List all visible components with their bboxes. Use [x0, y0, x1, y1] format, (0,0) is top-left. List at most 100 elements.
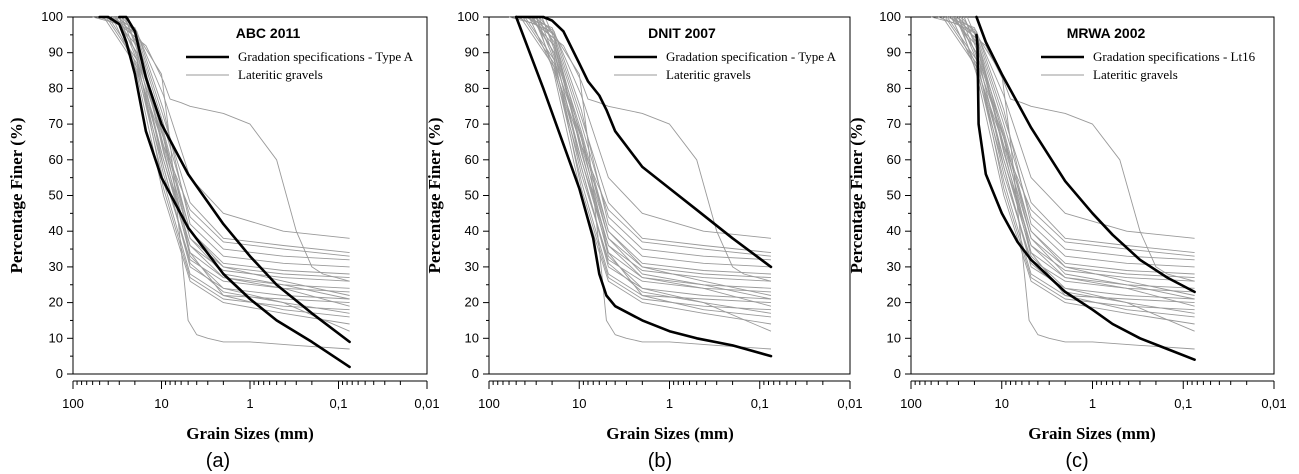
- legend-label: Lateritic gravels: [238, 67, 323, 82]
- curve-layer: [930, 15, 1196, 361]
- lateritic-gravel-curve: [532, 16, 772, 300]
- x-axis-title: Grain Sizes (mm): [1028, 424, 1155, 443]
- chart-title: MRWA 2002: [1067, 25, 1146, 41]
- curve-layer: [92, 15, 351, 369]
- lateritic-gravel-curve: [524, 16, 772, 239]
- x-tick-label: 0,01: [837, 396, 862, 411]
- lateritic-gravel-curve: [541, 16, 772, 300]
- y-tick-label: 30: [465, 259, 479, 274]
- lateritic-gravel-curve: [544, 16, 772, 318]
- lateritic-gravel-curve: [116, 16, 350, 268]
- lateritic-gravel-curve: [508, 16, 772, 282]
- lateritic-gravel-curve: [958, 16, 1195, 325]
- y-tick-label: 80: [465, 80, 479, 95]
- y-tick-label: 90: [887, 45, 901, 60]
- y-tick-label: 10: [887, 330, 901, 345]
- y-axis-title: Percentage Finer (%): [425, 117, 444, 273]
- lateritic-gravel-curve: [124, 16, 350, 300]
- y-tick-label: 80: [887, 80, 901, 95]
- chart-title: ABC 2011: [236, 25, 301, 41]
- specification-curve: [514, 15, 773, 358]
- lateritic-gravel-curve: [950, 16, 1195, 314]
- chart-panel-3: 100 10 1 0,1 0,01 0 10 20 30 40 50 60 70 80 90 100 Perce…: [847, 9, 1287, 472]
- y-tick-label: 20: [465, 295, 479, 310]
- chart-title: DNIT 2007: [648, 25, 716, 41]
- panel-label: (c): [1065, 450, 1088, 472]
- x-tick-label: 10: [154, 396, 168, 411]
- y-axis-title: Percentage Finer (%): [847, 117, 866, 273]
- y-tick-label: 50: [887, 188, 901, 203]
- x-tick-label: 100: [62, 396, 84, 411]
- y-tick-label: 60: [887, 152, 901, 167]
- y-tick-label: 40: [49, 223, 63, 238]
- lateritic-gravel-curve: [528, 16, 772, 314]
- y-tick-label: 30: [49, 259, 63, 274]
- y-tick-label: 40: [465, 223, 479, 238]
- legend-label: Gradation specifications - Type A: [238, 49, 414, 64]
- x-axis-title: Grain Sizes (mm): [186, 424, 313, 443]
- legend-label: Gradation specification - Type A: [666, 49, 837, 64]
- x-tick-label: 10: [572, 396, 586, 411]
- legend-label: Lateritic gravels: [666, 67, 751, 82]
- lateritic-gravel-curve: [533, 16, 772, 268]
- x-tick-label: 0,1: [329, 396, 347, 411]
- y-axis-title: Percentage Finer (%): [7, 117, 26, 273]
- lateritic-gravel-curve: [99, 16, 350, 350]
- y-tick-label: 0: [472, 366, 479, 381]
- lateritic-gravel-curve: [538, 16, 772, 311]
- y-tick-label: 0: [56, 366, 63, 381]
- y-tick-label: 100: [457, 9, 479, 24]
- lateritic-gravel-curve: [121, 16, 350, 311]
- x-tick-label: 0,1: [751, 396, 769, 411]
- y-tick-label: 70: [887, 116, 901, 131]
- y-tick-label: 60: [465, 152, 479, 167]
- lateritic-gravel-curve: [92, 16, 350, 282]
- legend: Gradation specification - Type A Lateriti…: [614, 49, 837, 82]
- specification-curve: [975, 33, 1196, 361]
- lateritic-gravel-curve: [519, 16, 772, 257]
- specification-curve: [118, 15, 351, 344]
- y-tick-label: 90: [465, 45, 479, 60]
- lateritic-gravel-curve: [535, 16, 772, 325]
- y-tick-label: 10: [49, 330, 63, 345]
- specification-curve: [514, 15, 773, 269]
- lateritic-gravel-curve: [955, 16, 1195, 268]
- y-tick-label: 70: [465, 116, 479, 131]
- specification-curve: [975, 15, 1196, 294]
- lateritic-gravel-curve: [524, 16, 772, 296]
- lateritic-gravel-curve: [105, 16, 350, 307]
- y-tick-label: 90: [49, 45, 63, 60]
- lateritic-gravel-curve: [103, 16, 350, 257]
- legend-label: Lateritic gravels: [1093, 67, 1178, 82]
- lateritic-gravel-curve: [118, 16, 350, 325]
- curve-layer: [508, 15, 773, 358]
- lateritic-gravel-curve: [115, 16, 350, 300]
- lateritic-gravel-curve: [930, 16, 1195, 282]
- x-tick-label: 0,1: [1174, 396, 1192, 411]
- y-tick-label: 60: [49, 152, 63, 167]
- y-tick-label: 100: [41, 9, 63, 24]
- chart-panel-2: 100 10 1 0,1 0,01 0 10 20 30 40 50 60 70 80 90 100 Perce…: [425, 9, 863, 472]
- x-tick-label: 1: [1089, 396, 1096, 411]
- x-tick-label: 1: [666, 396, 673, 411]
- legend: Gradation specifications - Type A Laterit…: [186, 49, 414, 82]
- y-tick-label: 50: [49, 188, 63, 203]
- x-tick-label: 10: [995, 396, 1009, 411]
- y-tick-label: 100: [879, 9, 901, 24]
- lateritic-gravel-curve: [111, 16, 350, 314]
- panel-label: (a): [206, 450, 230, 472]
- x-tick-label: 0,01: [1261, 396, 1286, 411]
- chart-panel-1: 100 10 1 0,1 0,01 0 10 20 30 40 50 60 70 80 90 100 Perce…: [7, 9, 440, 472]
- panel-label: (b): [648, 450, 672, 472]
- legend-label: Gradation specifications - Lt16: [1093, 49, 1256, 64]
- y-tick-label: 30: [887, 259, 901, 274]
- y-tick-label: 10: [465, 330, 479, 345]
- y-tick-label: 80: [49, 80, 63, 95]
- x-tick-label: 100: [478, 396, 500, 411]
- specification-curve: [98, 15, 351, 369]
- x-axis-title: Grain Sizes (mm): [606, 424, 733, 443]
- y-tick-label: 20: [887, 295, 901, 310]
- y-tick-label: 70: [49, 116, 63, 131]
- y-tick-label: 50: [465, 188, 479, 203]
